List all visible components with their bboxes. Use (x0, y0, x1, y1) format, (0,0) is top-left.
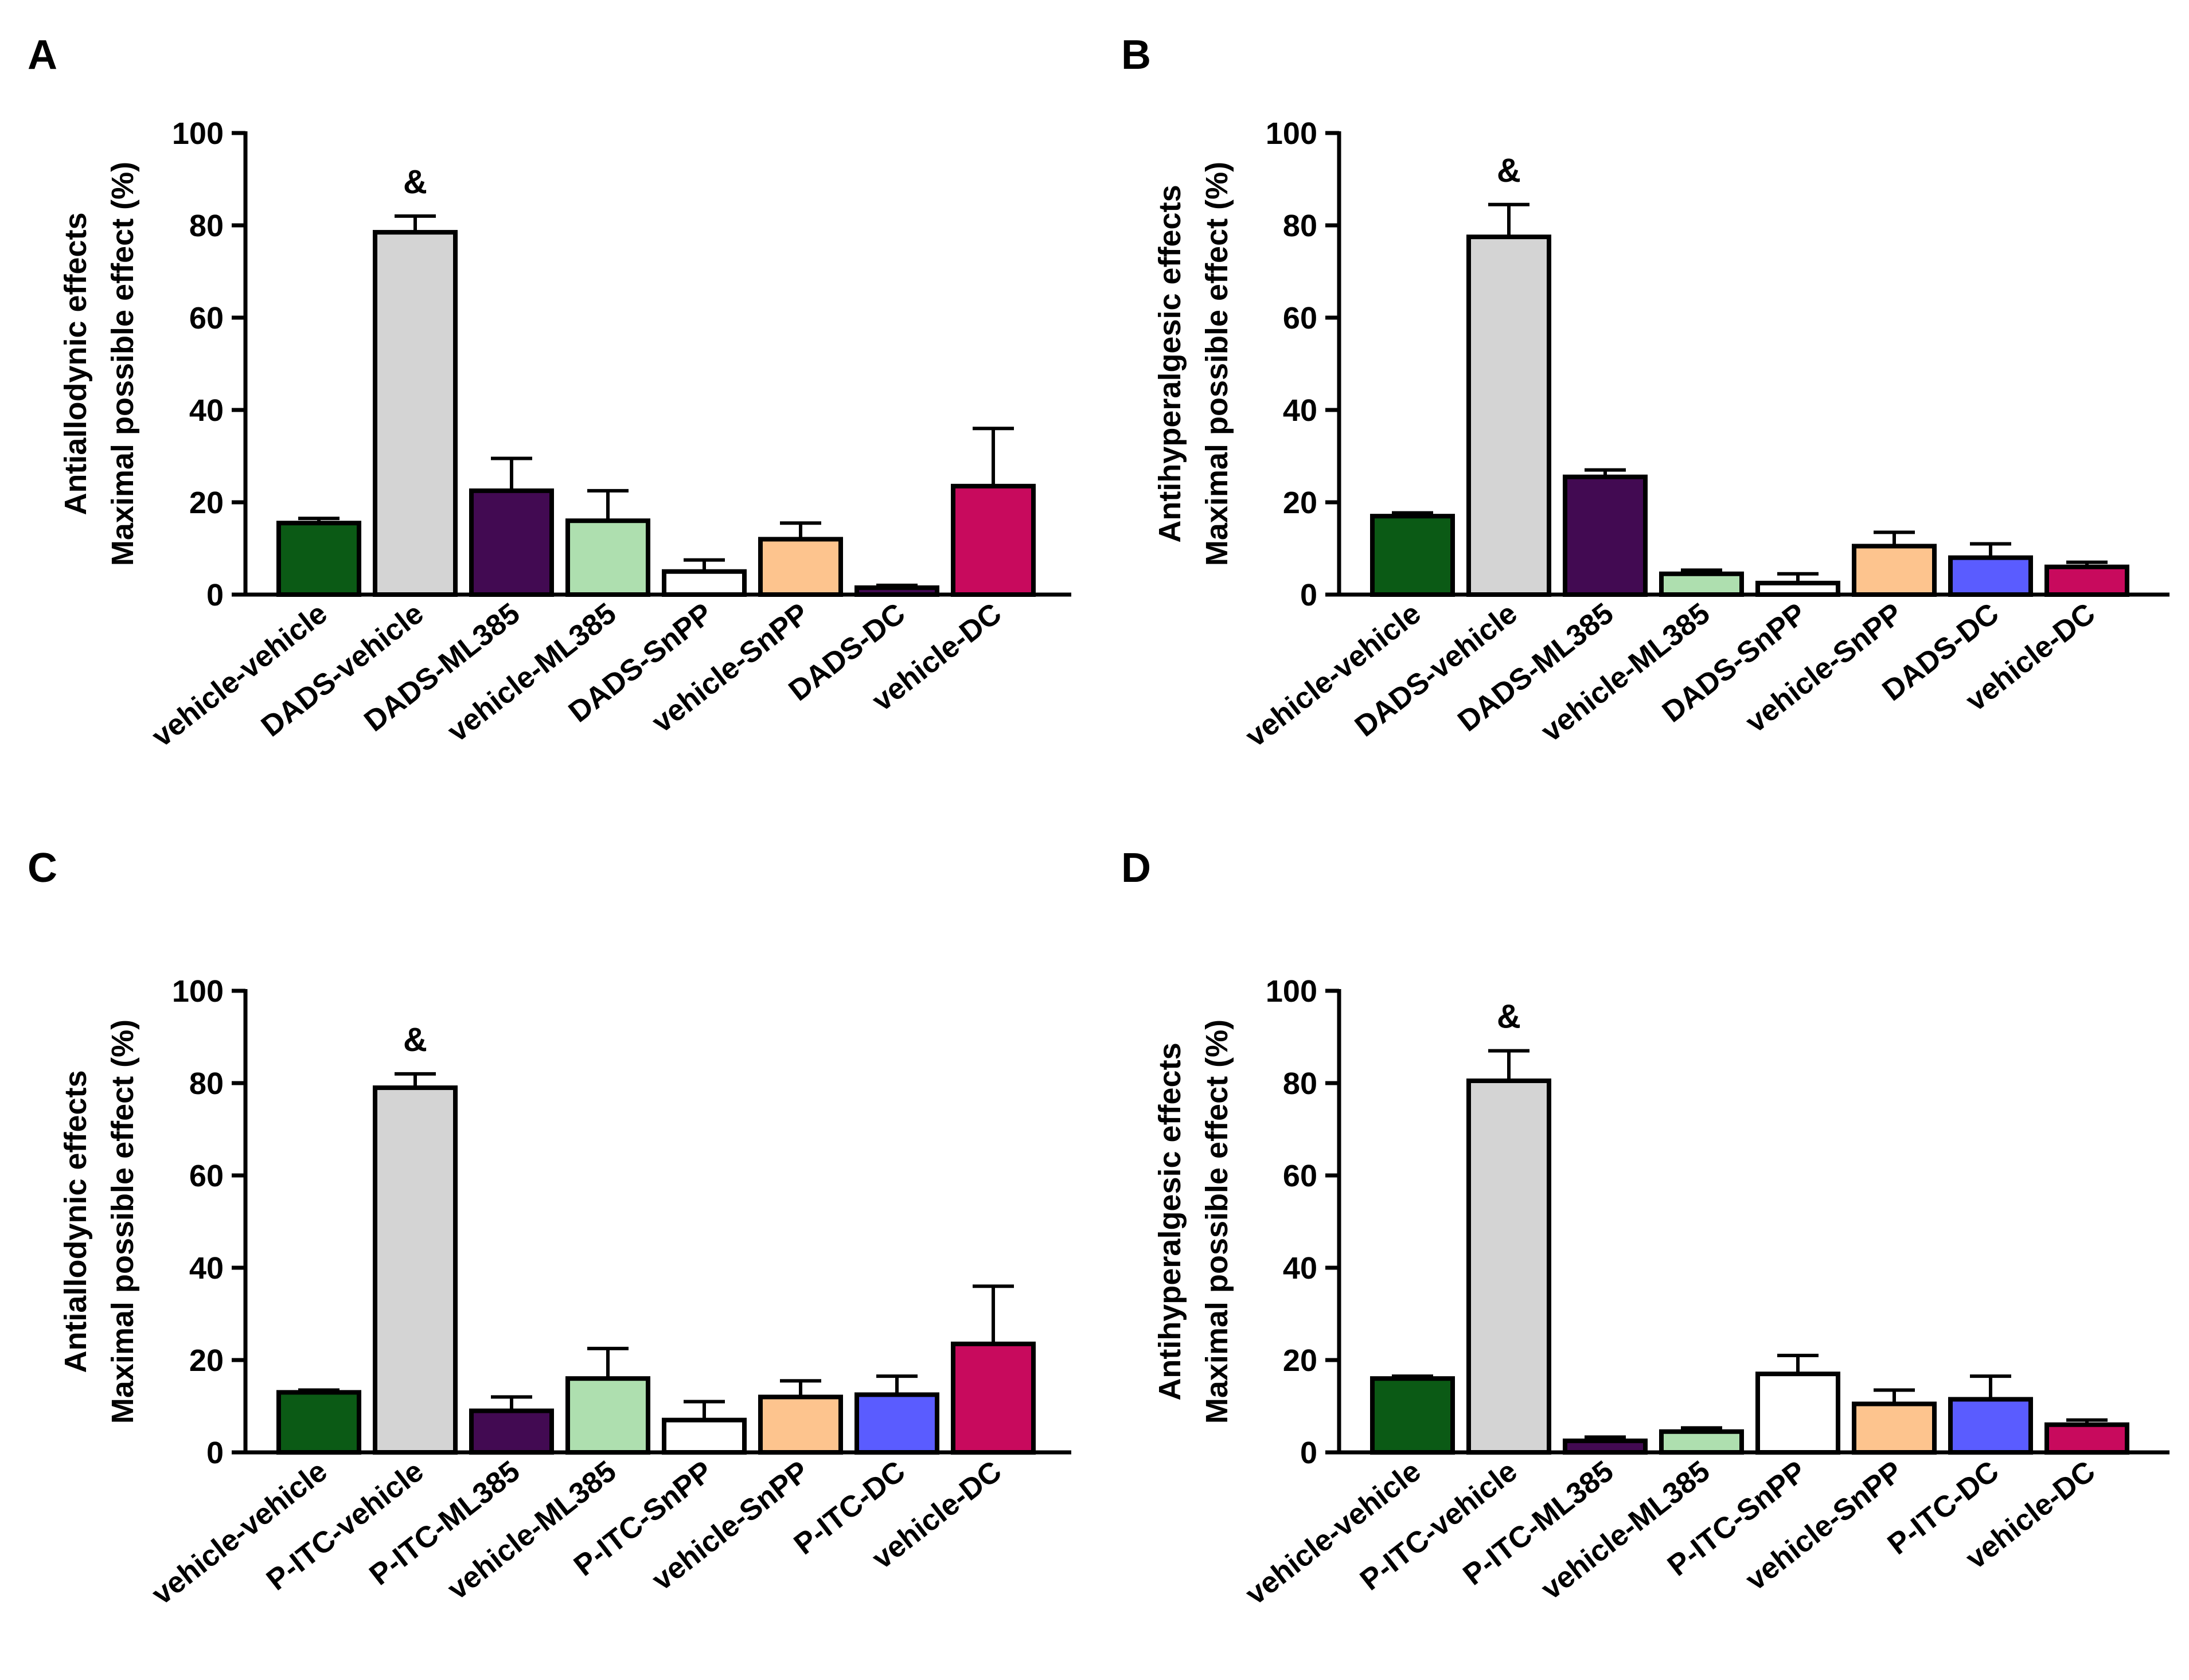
y-tick-label: 20 (1283, 1343, 1317, 1378)
bar (1563, 474, 1648, 597)
y-axis-label-line1: Antiallodynic effects (58, 212, 93, 515)
y-axis-label-line2: Maximal possible effect (%) (106, 1019, 140, 1424)
bar (662, 1417, 747, 1455)
x-category-label: vehicle-ML385 (442, 1455, 623, 1607)
bar (276, 521, 361, 597)
bar (565, 518, 650, 597)
bar (951, 483, 1036, 597)
x-category-label: vehicle-vehicle (1239, 597, 1427, 753)
bar (1852, 1401, 1937, 1455)
x-category-label: vehicle-ML385 (1535, 1455, 1716, 1607)
y-tick-label: 80 (189, 209, 224, 243)
panel-a: A Antiallodynic effects Maximal possible e… (28, 32, 1071, 753)
bar (2044, 1422, 2129, 1455)
y-axis-label-line1: Antihyperalgesic effects (1153, 1042, 1187, 1400)
y-tick-label: 100 (1266, 974, 1317, 1009)
panel-letter: D (1121, 845, 1151, 891)
y-axis-label-line2: Maximal possible effect (%) (1200, 1019, 1234, 1424)
bar (1563, 1438, 1648, 1455)
y-axis-label-line2: Maximal possible effect (%) (106, 162, 140, 566)
y-tick-label: 100 (172, 974, 224, 1009)
y-tick-label: 0 (206, 1436, 224, 1470)
y-tick-label: 0 (206, 578, 224, 612)
bar (854, 585, 939, 597)
bar (1755, 580, 1840, 597)
significance-annotation: & (403, 163, 427, 201)
bar (373, 1085, 458, 1455)
y-axis-label-line1: Antihyperalgesic effects (1153, 185, 1187, 542)
x-category-label: vehicle-vehicle (146, 597, 333, 753)
bar (1370, 1376, 1455, 1455)
panel-c: C Antiallodynic effects Maximal possible e… (28, 845, 1071, 1611)
bar (1755, 1372, 1840, 1455)
y-tick-label: 60 (189, 1159, 224, 1193)
bar (373, 230, 458, 597)
y-tick-label: 100 (172, 116, 224, 151)
bar (854, 1392, 939, 1455)
bar (1659, 1429, 1744, 1455)
bar (276, 1390, 361, 1455)
panel-b: B Antihyperalgesic effects Maximal possibl… (1121, 32, 2170, 753)
panel-letter: C (28, 845, 57, 891)
y-tick-label: 40 (1283, 393, 1317, 428)
significance-annotation: & (1497, 152, 1521, 189)
bar (1466, 235, 1551, 597)
y-tick-label: 60 (189, 301, 224, 335)
x-category-label: vehicle-ML385 (1535, 597, 1716, 749)
panel-letter: A (28, 32, 57, 78)
y-tick-label: 80 (1283, 209, 1317, 243)
y-tick-label: 100 (1266, 116, 1317, 151)
significance-annotation: & (403, 1021, 427, 1058)
bar (758, 1394, 843, 1455)
x-category-label: DADS-vehicle (255, 597, 430, 744)
y-axis-label-line2: Maximal possible effect (%) (1200, 162, 1234, 566)
x-category-label: vehicle-vehicle (1239, 1455, 1427, 1611)
bar (1466, 1078, 1551, 1455)
y-tick-label: 40 (189, 1251, 224, 1286)
y-tick-label: 40 (1283, 1251, 1317, 1286)
x-category-label: vehicle-ML385 (442, 597, 623, 749)
bar (1948, 555, 2033, 597)
bar (951, 1341, 1036, 1455)
panel-d: D Antihyperalgesic effects Maximal possibl… (1121, 845, 2170, 1611)
bar (758, 537, 843, 597)
y-tick-label: 20 (189, 1343, 224, 1378)
bar (469, 488, 554, 597)
y-tick-label: 20 (189, 486, 224, 520)
bar (1370, 514, 1455, 597)
bar (1659, 571, 1744, 597)
y-tick-label: 40 (189, 393, 224, 428)
y-tick-label: 60 (1283, 1159, 1317, 1193)
y-tick-label: 60 (1283, 301, 1317, 335)
y-tick-label: 80 (189, 1066, 224, 1101)
bar (1852, 544, 1937, 597)
y-axis-label-line1: Antiallodynic effects (58, 1070, 93, 1373)
bar (2044, 564, 2129, 597)
bar (662, 569, 747, 597)
x-category-label: vehicle-vehicle (146, 1455, 333, 1611)
y-tick-label: 0 (1300, 578, 1317, 612)
y-tick-label: 0 (1300, 1436, 1317, 1470)
significance-annotation: & (1497, 998, 1521, 1036)
bar (469, 1408, 554, 1455)
x-category-label: DADS-vehicle (1349, 597, 1523, 744)
y-tick-label: 80 (1283, 1066, 1317, 1101)
panel-letter: B (1121, 32, 1151, 78)
y-tick-label: 20 (1283, 486, 1317, 520)
bar (565, 1376, 650, 1455)
bar (1948, 1397, 2033, 1455)
